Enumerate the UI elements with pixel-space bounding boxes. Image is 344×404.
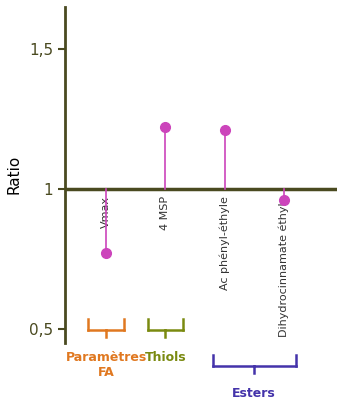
- Text: Vmax: Vmax: [101, 196, 111, 228]
- Text: 4 MSP: 4 MSP: [160, 196, 170, 230]
- Text: Thiols: Thiols: [144, 351, 186, 364]
- Y-axis label: Ratio: Ratio: [7, 155, 22, 194]
- Text: Paramètres
FA: Paramètres FA: [66, 351, 147, 379]
- Text: Esters: Esters: [232, 387, 276, 400]
- Text: Ac phényl-éthyle: Ac phényl-éthyle: [219, 196, 230, 290]
- Text: Dihydrocinnamate éthyle: Dihydrocinnamate éthyle: [279, 196, 289, 337]
